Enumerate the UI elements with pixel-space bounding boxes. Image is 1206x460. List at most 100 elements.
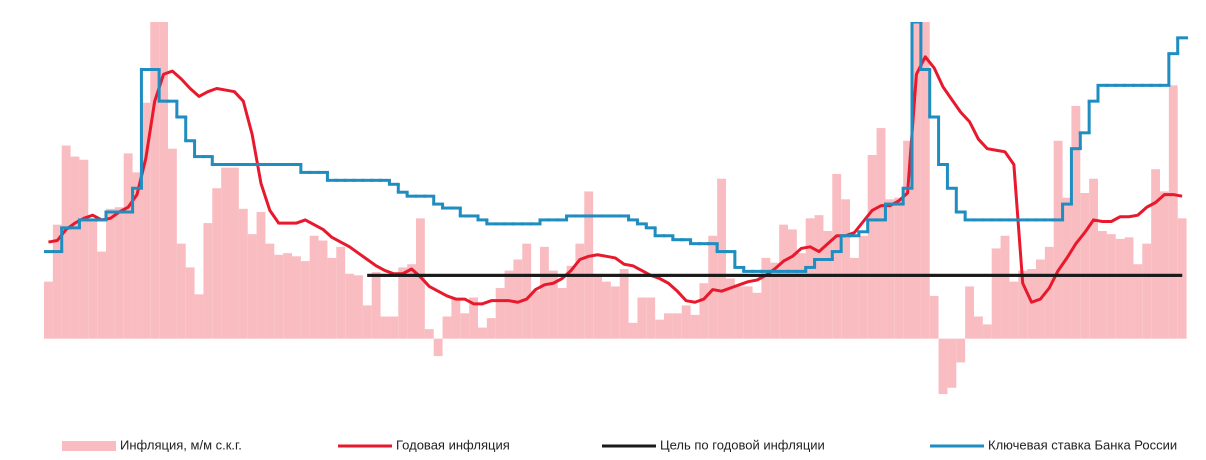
bar [150, 22, 160, 339]
bar [88, 219, 98, 339]
bar [460, 313, 470, 339]
bar [380, 316, 390, 339]
bar [566, 265, 576, 339]
bar [52, 224, 62, 339]
bar [690, 314, 700, 339]
bar [708, 235, 718, 339]
bar [61, 145, 71, 339]
bar [1124, 237, 1134, 339]
bar [230, 167, 239, 339]
bar [982, 324, 992, 339]
bar [1009, 281, 1019, 339]
bar [123, 153, 133, 339]
bar [504, 270, 514, 339]
bar [664, 313, 673, 339]
bar [540, 246, 549, 339]
bar [726, 278, 735, 339]
bar [424, 329, 434, 339]
bar [362, 305, 372, 339]
bar [309, 235, 319, 339]
legend-label: Цель по годовой инфляции [660, 437, 825, 452]
bar [44, 281, 53, 339]
bar [1168, 85, 1178, 339]
bar [938, 338, 948, 395]
bar [770, 262, 780, 339]
bar [274, 254, 284, 339]
bar [796, 253, 806, 339]
bar [610, 286, 620, 339]
bar [407, 264, 416, 339]
bar [168, 148, 177, 339]
bar [752, 292, 762, 339]
bar [903, 140, 912, 339]
bar [176, 243, 186, 339]
bar [717, 178, 726, 339]
bar [681, 305, 691, 339]
bar [584, 191, 594, 339]
bar [283, 253, 292, 339]
bar [761, 257, 771, 339]
bar [823, 231, 833, 339]
bar [442, 316, 452, 339]
bar [531, 291, 540, 339]
bar [106, 208, 115, 339]
bar [97, 251, 106, 339]
bar [1177, 218, 1187, 339]
bar [221, 167, 230, 339]
bar [947, 338, 957, 388]
bar [699, 283, 709, 339]
legend-label: Годовая инфляция [396, 437, 510, 452]
bar [114, 207, 124, 339]
legend-label: Инфляция, м/м с.к.г. [120, 437, 242, 452]
bar [929, 295, 939, 339]
bar [814, 215, 824, 339]
bar [256, 212, 266, 339]
bar [867, 155, 877, 339]
bar [203, 223, 213, 339]
bar [1133, 264, 1143, 339]
bar [743, 286, 753, 339]
bar [637, 297, 647, 339]
bar [956, 338, 966, 363]
bar [734, 286, 744, 339]
bar [602, 281, 611, 339]
bar [876, 128, 886, 339]
bar [522, 243, 532, 339]
bar [1018, 270, 1028, 339]
bar [920, 22, 930, 339]
bar [575, 243, 585, 339]
bar [469, 297, 478, 339]
bar [1062, 197, 1072, 339]
legend-label: Ключевая ставка Банка России [988, 437, 1177, 452]
bar [371, 272, 381, 339]
bar [451, 299, 461, 339]
bar [1027, 269, 1036, 339]
bar [885, 199, 895, 339]
bar [965, 286, 974, 339]
bar [1098, 231, 1107, 339]
bar [159, 22, 168, 339]
bar [185, 267, 195, 339]
bar [132, 172, 142, 339]
bar [1106, 234, 1116, 339]
bar [70, 156, 80, 339]
bar [265, 243, 275, 339]
line [48, 55, 1183, 306]
bar [513, 259, 523, 339]
bar [495, 288, 505, 339]
bar [1080, 193, 1090, 339]
bar [1000, 235, 1010, 339]
bar [1160, 191, 1169, 339]
bar [646, 297, 656, 339]
bar [336, 246, 346, 339]
legend-swatch [62, 441, 116, 451]
bar [300, 261, 310, 339]
plot-area [44, 22, 1189, 395]
bar [345, 273, 354, 339]
bar [619, 269, 629, 339]
bar [292, 256, 301, 339]
bar [389, 316, 399, 339]
bar [832, 174, 842, 339]
bar [974, 316, 983, 339]
bar [672, 313, 682, 339]
